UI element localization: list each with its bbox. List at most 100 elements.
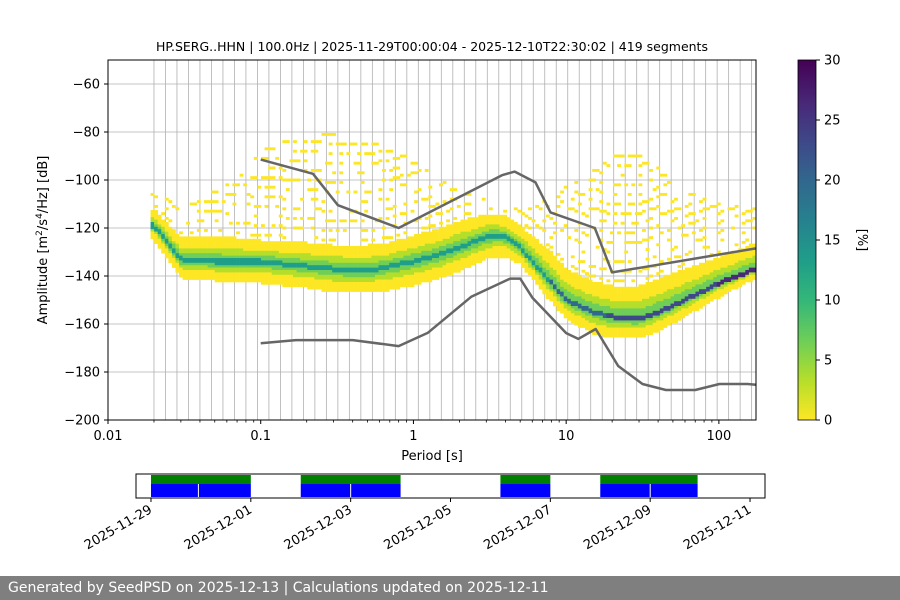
heatmap-cell <box>741 260 746 264</box>
heatmap-cell <box>720 277 725 280</box>
heatmap-cell <box>453 188 458 192</box>
heatmap-cell <box>535 282 540 285</box>
heatmap-cell <box>428 243 433 247</box>
heatmap-cell <box>456 229 461 232</box>
heatmap-cell <box>752 270 756 273</box>
heatmap-cell <box>634 212 639 216</box>
heatmap-cell <box>499 241 504 244</box>
heatmap-cell <box>638 332 643 336</box>
heatmap-cell <box>467 262 472 266</box>
heatmap-cell <box>627 330 632 333</box>
heatmap-cell <box>171 236 176 240</box>
heatmap-cell <box>506 217 511 220</box>
heatmap-cell <box>449 207 454 211</box>
heatmap-cell <box>335 142 340 146</box>
heatmap-cell <box>642 298 646 302</box>
heatmap-cell <box>253 255 258 259</box>
heatmap-cell <box>681 274 686 278</box>
heatmap-cell <box>374 142 379 146</box>
heatmap-cell <box>602 284 607 288</box>
heatmap-cell <box>471 258 475 261</box>
heatmap-cell <box>681 224 686 228</box>
heatmap-cell <box>157 246 162 249</box>
heatmap-cell <box>225 183 230 187</box>
heatmap-cell <box>467 258 472 261</box>
heatmap-cell <box>389 178 394 182</box>
heatmap-cell <box>232 277 237 280</box>
heatmap-cell <box>374 161 379 165</box>
heatmap-cell <box>207 209 212 213</box>
heatmap-cell <box>442 236 447 240</box>
heatmap-cell <box>424 234 429 237</box>
heatmap-cell <box>602 303 607 307</box>
heatmap-cell <box>342 142 347 146</box>
heatmap-cell <box>606 301 611 304</box>
heatmap-cell <box>716 212 721 216</box>
heatmap-cell <box>414 267 418 271</box>
heatmap-cell <box>456 241 461 244</box>
heatmap-cell <box>620 320 625 324</box>
heatmap-cell <box>364 284 369 288</box>
heatmap-cell <box>403 255 408 259</box>
heatmap-cell <box>364 282 369 285</box>
heatmap-cell <box>382 274 386 278</box>
heatmap-cell <box>431 272 436 276</box>
heatmap-cell <box>563 308 568 312</box>
heatmap-cell <box>293 274 297 278</box>
heatmap-cell <box>382 255 386 259</box>
heatmap-cell <box>268 282 272 285</box>
heatmap-cell <box>478 255 483 259</box>
heatmap-cell <box>399 154 404 158</box>
heatmap-cell <box>268 248 272 252</box>
heatmap-cell <box>528 238 532 242</box>
heatmap-cell <box>474 222 479 225</box>
heatmap-cell <box>157 226 162 230</box>
heatmap-cell <box>389 168 394 172</box>
heatmap-cell <box>300 216 305 220</box>
heatmap-cell <box>275 279 280 283</box>
heatmap-cell <box>688 306 693 309</box>
heatmap-cell <box>417 255 422 259</box>
heatmap-cell <box>257 260 262 264</box>
heatmap-cell <box>506 224 511 228</box>
heatmap-cell <box>357 152 361 156</box>
heatmap-cell <box>531 260 536 264</box>
heatmap-cell <box>496 222 500 225</box>
heatmap-cell <box>424 260 429 264</box>
heatmap-cell <box>157 224 162 228</box>
heatmap-cell <box>300 226 305 230</box>
heatmap-cell <box>285 246 290 249</box>
heatmap-cell <box>207 260 212 264</box>
heatmap-cell <box>670 306 675 309</box>
heatmap-cell <box>442 200 447 204</box>
heatmap-cell <box>574 238 579 242</box>
heatmap-cell <box>293 284 297 288</box>
heatmap-cell <box>752 253 756 256</box>
heatmap-cell <box>535 258 540 261</box>
heatmap-cell <box>314 246 319 249</box>
heatmap-cell <box>421 267 426 271</box>
x-tick-label: 100 <box>706 429 731 444</box>
heatmap-cell <box>186 258 191 261</box>
heatmap-cell <box>293 207 297 211</box>
heatmap-cell <box>186 236 191 240</box>
heatmap-cell <box>613 315 618 319</box>
heatmap-cell <box>264 243 269 247</box>
heatmap-cell <box>382 262 386 266</box>
heatmap-cell <box>389 248 394 252</box>
heatmap-cell <box>745 267 750 271</box>
heatmap-cell <box>677 318 682 321</box>
heatmap-cell <box>342 265 347 268</box>
heatmap-cell <box>538 246 543 249</box>
heatmap-cell <box>453 265 458 268</box>
heatmap-cell <box>691 267 696 271</box>
heatmap-cell <box>531 248 536 252</box>
heatmap-cell <box>524 241 529 244</box>
heatmap-cell <box>613 202 618 206</box>
heatmap-cell <box>289 272 294 276</box>
heatmap-cell <box>684 313 689 316</box>
x-tick-label: 0.1 <box>250 429 271 444</box>
heatmap-cell <box>289 178 294 182</box>
heatmap-cell <box>513 260 518 264</box>
heatmap-cell <box>211 274 215 278</box>
